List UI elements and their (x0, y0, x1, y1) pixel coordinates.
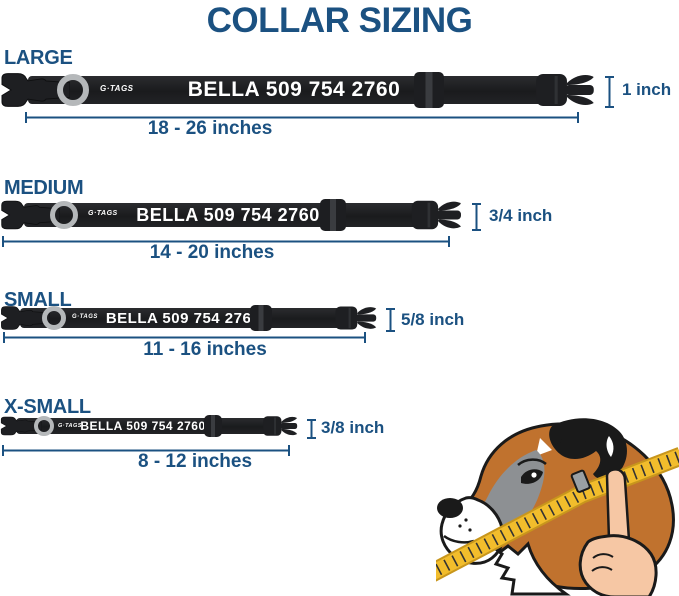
size-label-small: SMALL (4, 289, 72, 311)
collar-name-text: BELLA 509 754 2760 (105, 309, 261, 327)
page-title: COLLAR SIZING (206, 1, 473, 40)
width-label-large: 1 inch (622, 80, 672, 99)
buckle-male-icon (411, 200, 461, 230)
length-range-label-large: 18 - 26 inches (147, 118, 273, 139)
d-ring-icon (57, 74, 89, 106)
collar-strap: BELLA 509 754 2760 (16, 418, 270, 434)
size-label-large: LARGE (4, 47, 73, 69)
size-label-medium: MEDIUM (4, 177, 84, 199)
width-marker-x-small (307, 419, 316, 439)
strap-adjuster-icon (320, 199, 346, 231)
dog-neck-measurement-illustration (436, 418, 679, 596)
strap-adjuster-icon (204, 415, 222, 437)
width-marker-medium (472, 203, 481, 231)
width-label-medium: 3/4 inch (489, 206, 553, 225)
buckle-male-icon (536, 74, 594, 106)
brand-label: G·TAGS (88, 210, 118, 217)
length-range-label-x-small: 8 - 12 inches (137, 451, 253, 472)
length-measure-line-small (3, 332, 366, 343)
size-label-x-small: X-SMALL (4, 396, 91, 418)
width-label-small: 5/8 inch (401, 310, 465, 329)
collar-graphic-small: BELLA 509 754 2760 G·TAGS (0, 302, 395, 334)
width-marker-small (386, 308, 395, 332)
buckle-male-icon (263, 416, 298, 436)
collar-strap: BELLA 509 754 2760 (28, 76, 560, 104)
collar-name-text: BELLA 509 754 2760 (187, 78, 401, 101)
length-range-label-small: 11 - 16 inches (143, 339, 267, 360)
collar-name-text: BELLA 509 754 2760 (136, 204, 320, 225)
width-marker-large (605, 76, 614, 108)
brand-label: G·TAGS (72, 314, 98, 320)
buckle-male-icon (335, 306, 377, 330)
d-ring-icon (42, 306, 66, 330)
length-range-label-medium: 14 - 20 inches (149, 242, 275, 263)
brand-label: G·TAGS (58, 423, 82, 429)
collar-strap: BELLA 509 754 2760 (24, 203, 432, 227)
collar-graphic-large: BELLA 509 754 2760 G·TAGS (0, 68, 610, 112)
strap-adjuster-icon (250, 305, 272, 331)
brand-label: G·TAGS (100, 84, 134, 93)
d-ring-icon (50, 201, 78, 229)
collar-graphic-medium: BELLA 509 754 2760 G·TAGS (0, 196, 480, 234)
collar-graphic-x-small: BELLA 509 754 2760 G·TAGS (0, 412, 315, 440)
collar-name-text: BELLA 509 754 2760 (80, 419, 206, 433)
collar-strap: BELLA 509 754 2760 (20, 308, 346, 328)
width-label-x-small: 3/8 inch (321, 418, 385, 437)
length-measure-line-x-small (2, 445, 290, 456)
length-measure-line-medium (2, 236, 450, 247)
strap-adjuster-icon (414, 72, 444, 108)
d-ring-icon (34, 416, 54, 436)
length-measure-line-large (25, 112, 579, 123)
